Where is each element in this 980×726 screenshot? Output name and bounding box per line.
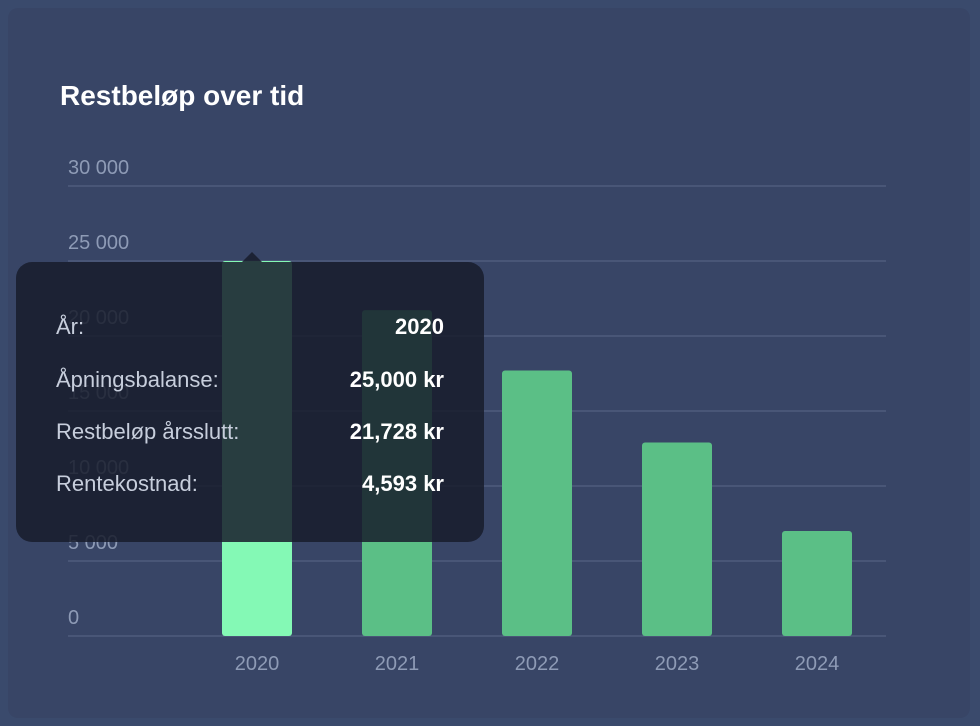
y-tick-label: 30 000: [68, 157, 129, 179]
tooltip-value-interest-cost: 4,593 kr: [362, 471, 444, 496]
tooltip-row-year-end-balance: Restbeløp årsslutt: 21,728 kr: [56, 417, 444, 447]
x-tick-label: 2023: [655, 653, 700, 675]
tooltip-key-interest-cost: Rentekostnad:: [56, 471, 198, 496]
chart-title: Restbeløp over tid: [60, 80, 305, 111]
tooltip-row-opening-balance: Åpningsbalanse: 25,000 kr: [56, 365, 444, 395]
y-tick-label: 0: [68, 607, 79, 629]
tooltip-row-year: År: 2020: [56, 312, 444, 342]
x-tick-label: 2021: [375, 653, 420, 675]
tooltip-value-opening-balance: 25,000 kr: [349, 367, 444, 392]
x-tick-label: 2020: [235, 653, 280, 675]
tooltip-value-year-end-balance: 21,728 kr: [349, 419, 444, 444]
bar-2024[interactable]: [782, 531, 852, 636]
chart-tooltip: År: 2020 Åpningsbalanse: 25,000 kr Restb…: [16, 262, 484, 542]
bar-2022[interactable]: [502, 370, 572, 637]
x-tick-label: 2022: [515, 653, 560, 675]
tooltip-key-opening-balance: Åpningsbalanse:: [56, 367, 219, 392]
x-tick-label: 2024: [795, 653, 840, 675]
tooltip-value-year: 2020: [395, 314, 444, 339]
tooltip-arrow: [242, 252, 262, 262]
bar-2023[interactable]: [642, 442, 712, 637]
tooltip-key-year-end-balance: Restbeløp årsslutt:: [56, 419, 240, 444]
tooltip-row-interest-cost: Rentekostnad: 4,593 kr: [56, 469, 444, 499]
tooltip-key-year: År:: [56, 314, 85, 339]
y-tick-label: 25 000: [68, 232, 129, 254]
